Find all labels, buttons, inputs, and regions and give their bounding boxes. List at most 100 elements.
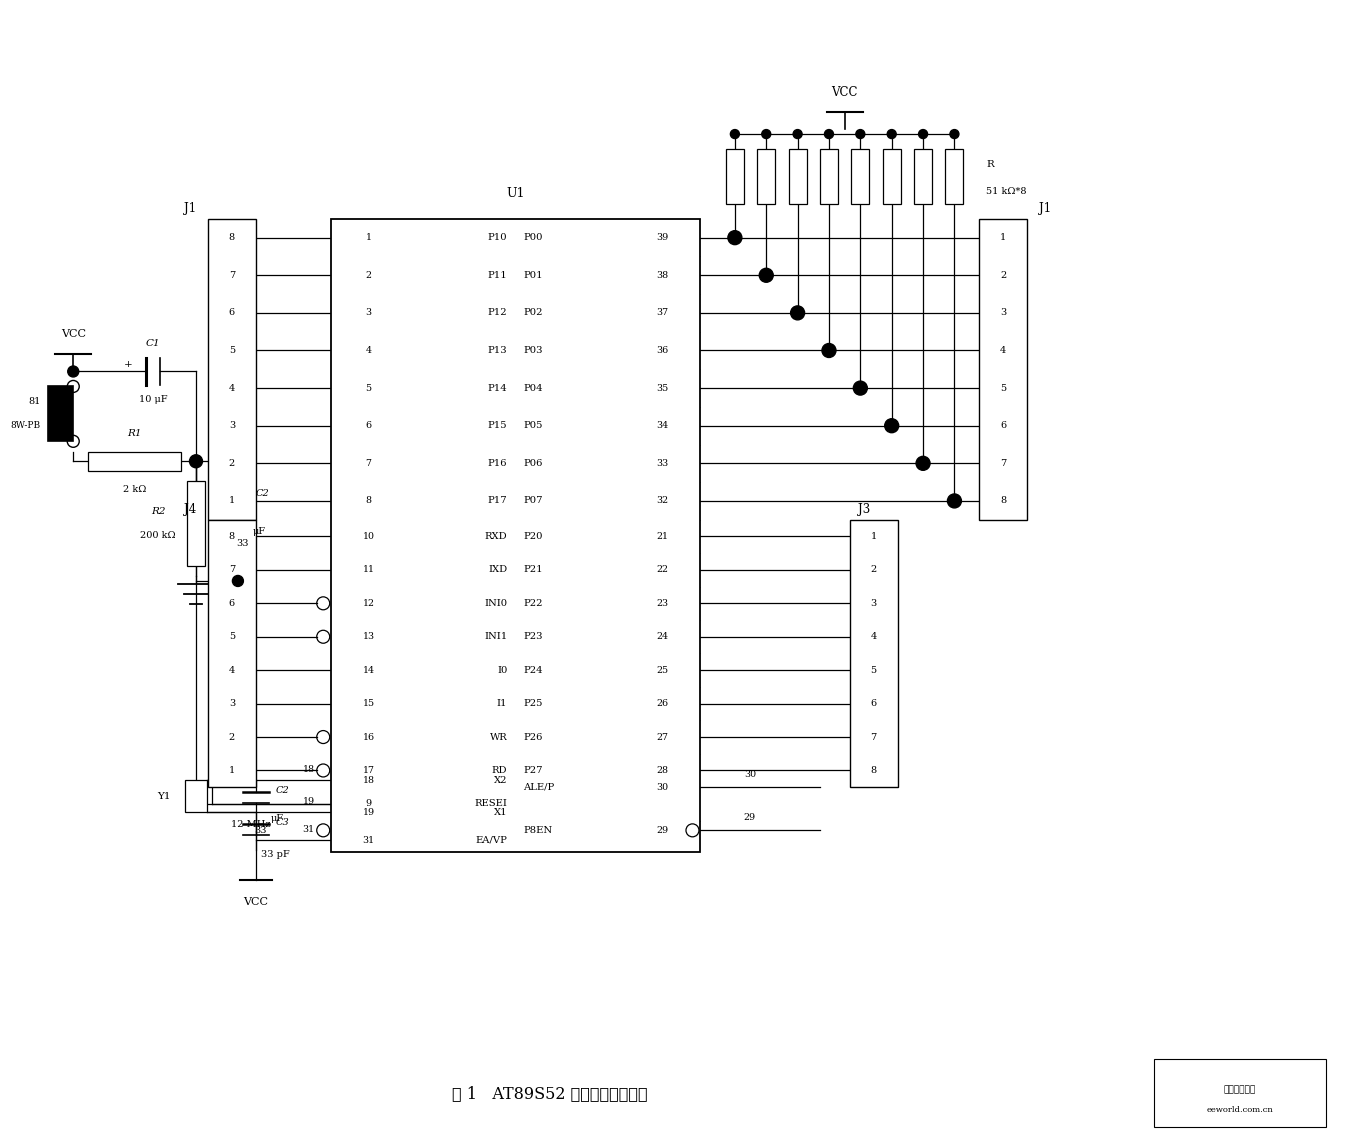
Text: P26: P26	[524, 733, 543, 741]
Text: 7: 7	[229, 565, 235, 574]
Text: C1: C1	[146, 339, 161, 348]
Text: 33: 33	[235, 538, 249, 547]
Text: P02: P02	[524, 308, 543, 317]
Text: P03: P03	[524, 346, 543, 355]
Text: 35: 35	[656, 384, 668, 393]
Text: 8: 8	[229, 233, 235, 242]
Text: I1: I1	[497, 699, 507, 708]
Text: X2: X2	[494, 776, 507, 785]
Text: P8EN: P8EN	[524, 826, 552, 835]
Text: 33: 33	[656, 459, 668, 468]
Text: 22: 22	[656, 565, 668, 574]
Text: P12: P12	[487, 308, 507, 317]
Text: μF: μF	[253, 527, 267, 536]
Text: 3: 3	[870, 599, 877, 607]
Text: P17: P17	[487, 496, 507, 505]
Text: 33 pF: 33 pF	[261, 850, 290, 859]
Text: INI1: INI1	[484, 632, 507, 641]
Text: X1: X1	[494, 808, 507, 817]
Text: U1: U1	[506, 187, 525, 201]
Text: 15: 15	[363, 699, 375, 708]
Text: 29: 29	[744, 812, 756, 821]
Circle shape	[919, 129, 928, 138]
Text: 2: 2	[365, 271, 372, 280]
Text: 18: 18	[363, 776, 375, 785]
Text: RESEI: RESEI	[475, 800, 507, 809]
Text: 19: 19	[363, 808, 375, 817]
Text: 23: 23	[656, 599, 668, 607]
Text: J4: J4	[184, 503, 196, 517]
Text: 6: 6	[1000, 421, 1007, 431]
Text: 8: 8	[870, 766, 877, 775]
Text: 27: 27	[656, 733, 668, 741]
Circle shape	[189, 454, 203, 468]
Text: 4: 4	[229, 666, 235, 674]
Text: P25: P25	[524, 699, 543, 708]
Circle shape	[762, 129, 771, 138]
Text: 14: 14	[363, 666, 375, 674]
Text: 4: 4	[870, 632, 877, 641]
Text: C2: C2	[256, 488, 269, 497]
Text: 39: 39	[656, 233, 668, 242]
Text: μF: μF	[271, 813, 284, 823]
Text: INI0: INI0	[484, 599, 507, 607]
Text: 1: 1	[229, 766, 235, 775]
Bar	[915, 150, 932, 204]
Text: +: +	[123, 360, 133, 369]
Text: 13: 13	[363, 632, 375, 641]
Circle shape	[823, 343, 836, 358]
Bar	[185, 781, 207, 812]
Text: P07: P07	[524, 496, 543, 505]
Text: 32: 32	[656, 496, 668, 505]
Text: P23: P23	[524, 632, 543, 641]
Text: 12 MHz: 12 MHz	[231, 820, 271, 829]
Text: 7: 7	[229, 271, 235, 280]
Text: 24: 24	[656, 632, 668, 641]
Text: 3: 3	[229, 421, 235, 431]
Text: 6: 6	[870, 699, 877, 708]
Text: 30: 30	[656, 783, 668, 792]
Text: R1: R1	[127, 428, 142, 437]
Text: 19: 19	[303, 796, 315, 806]
Text: 5: 5	[365, 384, 372, 393]
Bar	[187, 482, 204, 566]
Text: 5: 5	[870, 666, 877, 674]
Text: 18: 18	[303, 765, 315, 774]
Text: P27: P27	[524, 766, 543, 775]
Text: P20: P20	[524, 533, 543, 540]
Text: 7: 7	[870, 733, 877, 741]
Text: P13: P13	[487, 346, 507, 355]
Text: 4: 4	[1000, 346, 1007, 355]
Text: 11: 11	[363, 565, 375, 574]
Bar	[851, 150, 870, 204]
Text: 5: 5	[229, 632, 235, 641]
Text: 31: 31	[303, 825, 315, 834]
Text: P10: P10	[487, 233, 507, 242]
Text: 200 kΩ: 200 kΩ	[141, 531, 176, 540]
Bar	[727, 150, 744, 204]
Text: P21: P21	[524, 565, 543, 574]
Text: C2: C2	[276, 786, 290, 795]
Text: 1: 1	[870, 533, 877, 540]
Text: 2: 2	[1000, 271, 1007, 280]
Bar	[758, 150, 775, 204]
Circle shape	[854, 381, 867, 395]
Bar	[789, 150, 806, 204]
Text: 7: 7	[1000, 459, 1007, 468]
Text: 5: 5	[229, 346, 235, 355]
Text: RD: RD	[492, 766, 507, 775]
Text: 38: 38	[656, 271, 668, 280]
Text: 8: 8	[229, 533, 235, 540]
Text: 9: 9	[365, 800, 372, 809]
Text: 37: 37	[656, 308, 668, 317]
Text: P01: P01	[524, 271, 543, 280]
Bar	[88, 452, 181, 470]
Text: P04: P04	[524, 384, 543, 393]
Text: 12: 12	[363, 599, 375, 607]
Bar	[1154, 1059, 1326, 1126]
Text: WR: WR	[490, 733, 507, 741]
Text: 电子工程世界: 电子工程世界	[1223, 1085, 1256, 1094]
Text: J1: J1	[1039, 203, 1051, 215]
Text: 21: 21	[656, 533, 668, 540]
Bar	[882, 150, 901, 204]
